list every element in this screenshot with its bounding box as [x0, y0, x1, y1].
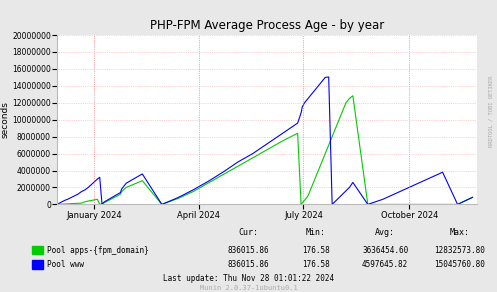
Text: Munin 2.0.37-1ubuntu0.1: Munin 2.0.37-1ubuntu0.1 — [200, 285, 297, 291]
Y-axis label: seconds: seconds — [0, 101, 9, 138]
Text: Avg:: Avg: — [375, 228, 395, 237]
Text: Last update: Thu Nov 28 01:01:22 2024: Last update: Thu Nov 28 01:01:22 2024 — [163, 274, 334, 283]
Title: PHP-FPM Average Process Age - by year: PHP-FPM Average Process Age - by year — [150, 20, 384, 32]
Text: 176.58: 176.58 — [302, 260, 330, 269]
Text: Min:: Min: — [306, 228, 326, 237]
Text: 12832573.80: 12832573.80 — [434, 246, 485, 255]
Text: Pool www: Pool www — [47, 260, 84, 269]
Text: RRDTOOL / TOBI OETIKER: RRDTOOL / TOBI OETIKER — [489, 75, 494, 147]
Text: Max:: Max: — [450, 228, 470, 237]
Text: 836015.86: 836015.86 — [228, 260, 269, 269]
Text: 836015.86: 836015.86 — [228, 246, 269, 255]
Text: Cur:: Cur: — [239, 228, 258, 237]
Text: 3636454.60: 3636454.60 — [362, 246, 409, 255]
Text: 15045760.80: 15045760.80 — [434, 260, 485, 269]
Text: Pool apps-{fpm_domain}: Pool apps-{fpm_domain} — [47, 246, 149, 255]
Text: 4597645.82: 4597645.82 — [362, 260, 409, 269]
Text: 176.58: 176.58 — [302, 246, 330, 255]
